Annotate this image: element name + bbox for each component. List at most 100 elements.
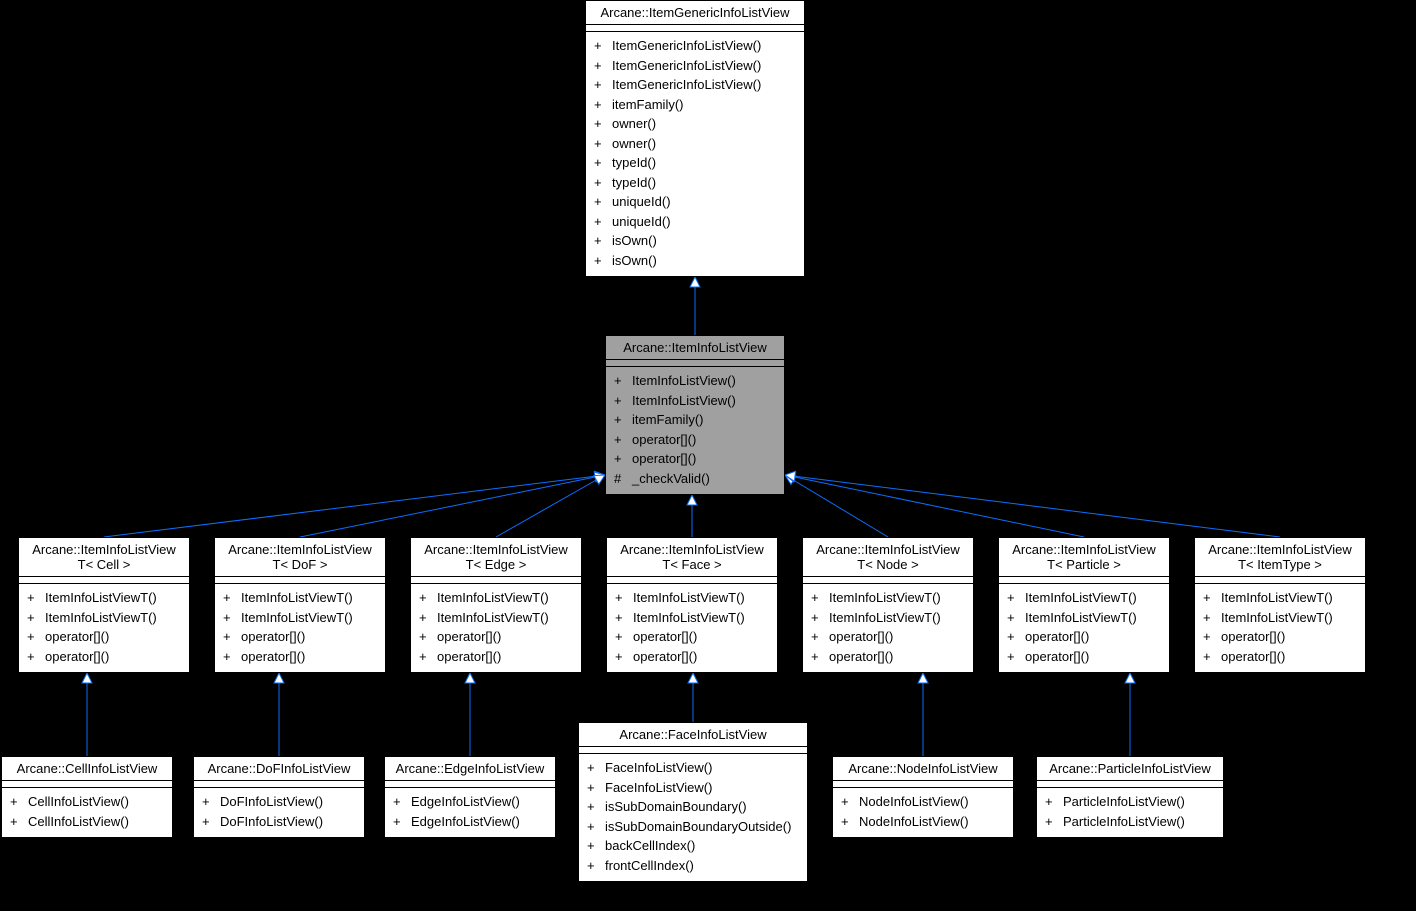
member-row: +backCellIndex() [587, 836, 799, 856]
members: +DoFInfoListView()+DoFInfoListView() [194, 788, 364, 837]
member-name: operator[]() [1221, 627, 1285, 647]
member-row: +ItemInfoListView() [614, 391, 776, 411]
member-name: ParticleInfoListView() [1063, 812, 1185, 832]
uml-class-mid[interactable]: Arcane::ItemInfoListView+ItemInfoListVie… [605, 335, 785, 495]
visibility: # [614, 469, 628, 489]
members: +ParticleInfoListView()+ParticleInfoList… [1037, 788, 1223, 837]
attr-compartment [411, 577, 581, 584]
member-name: owner() [612, 134, 656, 154]
uml-class-particle[interactable]: Arcane::ParticleInfoListView+ParticleInf… [1036, 756, 1224, 838]
visibility: + [1007, 647, 1021, 667]
uml-class-tCell[interactable]: Arcane::ItemInfoListView T< Cell >+ItemI… [18, 537, 190, 673]
visibility: + [615, 608, 629, 628]
member-name: ItemInfoListViewT() [1025, 588, 1137, 608]
member-row: +operator[]() [1007, 627, 1161, 647]
member-name: operator[]() [437, 627, 501, 647]
member-name: isSubDomainBoundaryOutside() [605, 817, 791, 837]
member-name: operator[]() [241, 627, 305, 647]
member-name: operator[]() [437, 647, 501, 667]
member-row: +ItemGenericInfoListView() [594, 75, 796, 95]
visibility: + [1007, 627, 1021, 647]
member-row: +ItemInfoListViewT() [1007, 608, 1161, 628]
member-row: +ItemInfoListViewT() [27, 588, 181, 608]
members: +ItemInfoListViewT()+ItemInfoListViewT()… [999, 584, 1169, 672]
member-row: +ItemInfoListViewT() [1203, 588, 1357, 608]
visibility: + [1045, 812, 1059, 832]
attr-compartment [606, 360, 784, 367]
uml-class-face[interactable]: Arcane::FaceInfoListView+FaceInfoListVie… [578, 722, 808, 882]
member-name: DoFInfoListView() [220, 792, 323, 812]
member-name: backCellIndex() [605, 836, 695, 856]
member-name: operator[]() [1025, 627, 1089, 647]
member-name: operator[]() [241, 647, 305, 667]
member-name: ItemInfoListViewT() [633, 608, 745, 628]
member-row: +isOwn() [594, 231, 796, 251]
member-name: ParticleInfoListView() [1063, 792, 1185, 812]
member-row: +ItemInfoListViewT() [419, 608, 573, 628]
uml-class-dof[interactable]: Arcane::DoFInfoListView+DoFInfoListView(… [193, 756, 365, 838]
member-row: +operator[]() [614, 449, 776, 469]
member-name: ItemInfoListViewT() [45, 608, 157, 628]
member-row: +DoFInfoListView() [202, 792, 356, 812]
member-name: operator[]() [45, 647, 109, 667]
class-title: Arcane::ItemInfoListView [606, 336, 784, 360]
class-title: Arcane::ItemInfoListView T< Face > [607, 538, 777, 577]
diagram-canvas: Arcane::ItemGenericInfoListView+ItemGene… [0, 0, 1416, 911]
visibility: + [587, 758, 601, 778]
member-name: ItemInfoListViewT() [1221, 588, 1333, 608]
uml-class-tEdge[interactable]: Arcane::ItemInfoListView T< Edge >+ItemI… [410, 537, 582, 673]
visibility: + [614, 449, 628, 469]
member-row: +EdgeInfoListView() [393, 792, 547, 812]
visibility: + [615, 588, 629, 608]
visibility: + [1007, 608, 1021, 628]
member-row: +ItemInfoListViewT() [419, 588, 573, 608]
uml-class-root[interactable]: Arcane::ItemGenericInfoListView+ItemGene… [585, 0, 805, 277]
member-row: +itemFamily() [614, 410, 776, 430]
members: +ItemInfoListViewT()+ItemInfoListViewT()… [215, 584, 385, 672]
member-row: +isSubDomainBoundaryOutside() [587, 817, 799, 837]
member-name: operator[]() [633, 647, 697, 667]
uml-class-tNode[interactable]: Arcane::ItemInfoListView T< Node >+ItemI… [802, 537, 974, 673]
uml-class-node[interactable]: Arcane::NodeInfoListView+NodeInfoListVie… [832, 756, 1014, 838]
member-row: +ParticleInfoListView() [1045, 792, 1215, 812]
visibility: + [223, 647, 237, 667]
member-name: isOwn() [612, 251, 657, 271]
uml-class-tParticle[interactable]: Arcane::ItemInfoListView T< Particle >+I… [998, 537, 1170, 673]
members: +ItemInfoListViewT()+ItemInfoListViewT()… [411, 584, 581, 672]
uml-class-tItemType[interactable]: Arcane::ItemInfoListView T< ItemType >+I… [1194, 537, 1366, 673]
member-name: operator[]() [1025, 647, 1089, 667]
member-name: DoFInfoListView() [220, 812, 323, 832]
uml-class-tFace[interactable]: Arcane::ItemInfoListView T< Face >+ItemI… [606, 537, 778, 673]
member-name: isSubDomainBoundary() [605, 797, 747, 817]
attr-compartment [833, 781, 1013, 788]
uml-class-cell[interactable]: Arcane::CellInfoListView+CellInfoListVie… [1, 756, 173, 838]
visibility: + [1045, 792, 1059, 812]
member-row: +operator[]() [1203, 647, 1357, 667]
visibility: + [223, 627, 237, 647]
visibility: + [615, 647, 629, 667]
member-name: ItemInfoListViewT() [437, 588, 549, 608]
member-row: +FaceInfoListView() [587, 758, 799, 778]
attr-compartment [215, 577, 385, 584]
uml-class-edge[interactable]: Arcane::EdgeInfoListView+EdgeInfoListVie… [384, 756, 556, 838]
visibility: + [1203, 588, 1217, 608]
member-name: ItemInfoListViewT() [829, 608, 941, 628]
visibility: + [587, 817, 601, 837]
member-name: ItemInfoListViewT() [1025, 608, 1137, 628]
member-name: itemFamily() [612, 95, 684, 115]
member-row: +operator[]() [811, 627, 965, 647]
visibility: + [841, 812, 855, 832]
class-title: Arcane::ItemInfoListView T< Node > [803, 538, 973, 577]
member-row: +isOwn() [594, 251, 796, 271]
class-title: Arcane::DoFInfoListView [194, 757, 364, 781]
visibility: + [841, 792, 855, 812]
member-name: ItemInfoListViewT() [1221, 608, 1333, 628]
uml-class-tDoF[interactable]: Arcane::ItemInfoListView T< DoF >+ItemIn… [214, 537, 386, 673]
member-name: ItemInfoListViewT() [633, 588, 745, 608]
class-title: Arcane::CellInfoListView [2, 757, 172, 781]
visibility: + [419, 588, 433, 608]
member-name: ItemInfoListViewT() [829, 588, 941, 608]
member-name: ItemGenericInfoListView() [612, 75, 761, 95]
member-row: +uniqueId() [594, 192, 796, 212]
inheritance-edge [785, 475, 888, 537]
